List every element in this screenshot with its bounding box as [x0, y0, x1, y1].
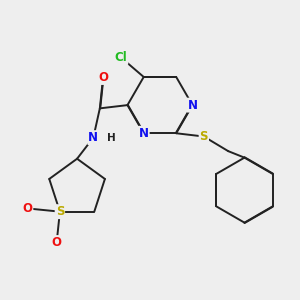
- Text: S: S: [56, 205, 64, 218]
- Text: O: O: [22, 202, 32, 215]
- Text: N: N: [88, 131, 98, 144]
- Text: S: S: [200, 130, 208, 143]
- Text: O: O: [52, 236, 61, 249]
- Text: Cl: Cl: [115, 51, 127, 64]
- Text: N: N: [188, 99, 197, 112]
- Text: H: H: [107, 133, 116, 142]
- Text: O: O: [98, 71, 108, 84]
- Text: N: N: [139, 127, 149, 140]
